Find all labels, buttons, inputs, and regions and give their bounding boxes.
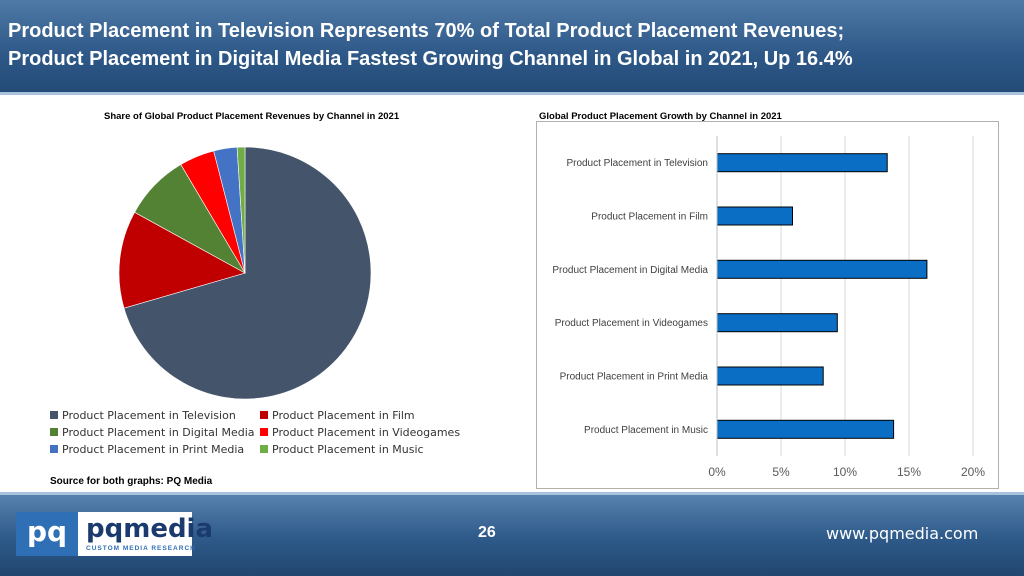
x-tick-label: 15% <box>897 465 921 479</box>
legend-label: Product Placement in Digital Media <box>62 426 255 439</box>
pqmedia-logo: pq pqmedia CUSTOM MEDIA RESEARCH <box>16 512 213 556</box>
category-label: Product Placement in Television <box>566 158 708 169</box>
legend-item-4: Product Placement in Videogames <box>260 426 460 440</box>
category-label: Product Placement in Music <box>584 425 708 436</box>
legend-label: Product Placement in Print Media <box>62 443 245 456</box>
category-label: Product Placement in Print Media <box>560 372 709 383</box>
website-url: www.pqmedia.com <box>826 524 979 543</box>
category-label: Product Placement in Digital Media <box>552 265 708 276</box>
x-tick-label: 5% <box>772 465 790 479</box>
bar-5 <box>716 366 824 386</box>
bar-chart-frame <box>536 121 999 489</box>
pie-slice-6 <box>236 146 246 274</box>
bar-2 <box>716 206 793 226</box>
headline-line-2: Product Placement in Digital Media Faste… <box>8 48 853 70</box>
bar-chart-title: Global Product Placement Growth by Chann… <box>539 111 782 122</box>
legend-item-6: Product Placement in Music <box>260 443 424 457</box>
pie-chart-title: Share of Global Product Placement Revenu… <box>104 111 400 122</box>
legend-swatch <box>260 411 268 419</box>
source-note: Source for both graphs: PQ Media <box>50 476 213 487</box>
legend-label: Product Placement in Film <box>272 409 415 422</box>
logo-name: pqmedia <box>86 514 214 544</box>
bar-3 <box>716 259 928 279</box>
legend-swatch <box>260 445 268 453</box>
logo-tagline: CUSTOM MEDIA RESEARCH <box>86 545 196 552</box>
category-label: Product Placement in Videogames <box>555 318 708 329</box>
legend-item-5: Product Placement in Print Media <box>50 443 244 457</box>
x-tick-label: 20% <box>961 465 985 479</box>
logo-mark: pq <box>16 512 78 556</box>
pie-slice-2 <box>118 211 246 309</box>
legend-item-2: Product Placement in Film <box>260 409 415 423</box>
header-divider <box>0 92 1024 95</box>
legend-swatch <box>260 428 268 436</box>
category-label: Product Placement in Film <box>591 212 708 223</box>
legend-label: Product Placement in Music <box>272 443 424 456</box>
footer-divider <box>0 492 1024 495</box>
x-tick-label: 10% <box>833 465 857 479</box>
legend-item-3: Product Placement in Digital Media <box>50 426 255 440</box>
legend-swatch <box>50 428 58 436</box>
bar-1 <box>716 153 888 173</box>
bar-6 <box>716 419 895 439</box>
legend-swatch <box>50 445 58 453</box>
legend-item-1: Product Placement in Television <box>50 409 236 423</box>
bar-chart: 0% 5% 10% 15% 20% Product Placement in Televi… <box>552 136 985 479</box>
pie-slice-1 <box>123 146 372 400</box>
page-number: 26 <box>478 524 496 541</box>
legend-swatch <box>50 411 58 419</box>
legend-label: Product Placement in Television <box>62 409 236 422</box>
legend-label: Product Placement in Videogames <box>272 426 461 439</box>
pie-chart <box>118 146 372 400</box>
headline-line-1: Product Placement in Television Represen… <box>8 20 845 42</box>
header-banner <box>0 0 1024 92</box>
x-tick-label: 0% <box>708 465 726 479</box>
bar-4 <box>716 313 838 333</box>
